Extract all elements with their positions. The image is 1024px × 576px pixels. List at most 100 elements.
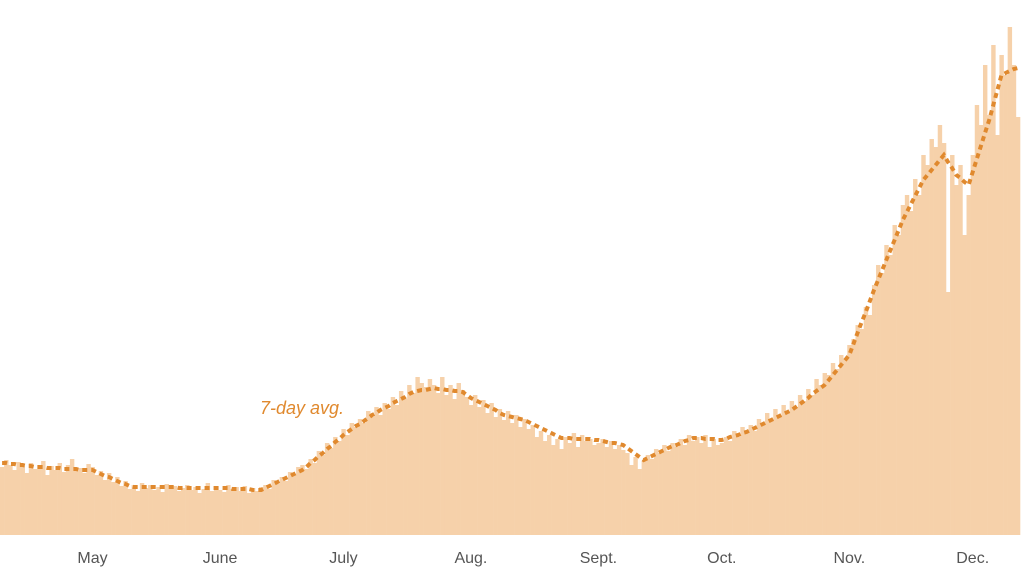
bar [777, 415, 782, 535]
bar [320, 455, 326, 535]
bar [501, 420, 507, 535]
bar [497, 409, 503, 535]
bar [588, 439, 593, 535]
bar [37, 465, 42, 535]
bar [390, 397, 396, 535]
bar [715, 445, 721, 535]
bar [888, 255, 893, 535]
bar [78, 468, 83, 535]
bar [666, 451, 671, 535]
bar [8, 465, 13, 535]
bar [238, 491, 243, 535]
bar [493, 417, 498, 535]
bar [444, 395, 449, 535]
bar [547, 435, 552, 535]
bar [189, 490, 194, 535]
x-tick-label: Dec. [956, 550, 989, 567]
bar [292, 475, 297, 535]
bar [403, 399, 408, 535]
bar [744, 433, 749, 535]
bar [94, 475, 100, 535]
bar [16, 462, 21, 535]
bar [847, 345, 852, 535]
bar [357, 419, 363, 535]
x-tick-label: Nov. [833, 550, 865, 567]
bar [834, 369, 840, 535]
bar [119, 486, 124, 535]
bar [222, 492, 227, 535]
bar [481, 400, 486, 535]
bar [892, 225, 897, 535]
bar [324, 443, 330, 535]
bar [382, 403, 387, 535]
bar [267, 489, 272, 535]
bar [176, 491, 182, 535]
bar [999, 55, 1004, 535]
bar [970, 155, 976, 535]
bar [769, 419, 774, 535]
bar [160, 492, 165, 535]
bar [579, 435, 585, 535]
bar [629, 465, 634, 535]
bar [974, 105, 980, 535]
bar [32, 469, 38, 535]
bar [563, 437, 568, 535]
bar [662, 445, 667, 535]
bar [98, 471, 104, 535]
bar [275, 484, 280, 535]
bar [353, 427, 359, 535]
bar [370, 417, 375, 535]
bar [152, 490, 157, 535]
bar [995, 135, 1000, 535]
x-tick-label: Sept. [580, 550, 617, 567]
bar [641, 461, 647, 535]
bar [925, 165, 930, 535]
bar [756, 419, 762, 535]
bar [530, 425, 535, 535]
bar [448, 385, 453, 535]
bar [884, 245, 889, 535]
bar [242, 486, 248, 535]
bar [115, 477, 120, 535]
bar [168, 489, 174, 535]
x-tick-label: May [77, 550, 107, 567]
bar [255, 491, 260, 535]
bar [612, 449, 618, 535]
bar [468, 405, 474, 535]
bar [839, 355, 844, 535]
bar [843, 359, 848, 535]
bar [1011, 65, 1017, 535]
bar [538, 431, 544, 535]
bar [830, 363, 836, 535]
x-tick-label: June [203, 550, 238, 567]
bar [135, 491, 141, 535]
bar [345, 435, 350, 535]
bar [0, 467, 5, 535]
bar [86, 464, 91, 535]
bar [510, 423, 515, 535]
bar [69, 459, 75, 535]
bar [859, 329, 865, 535]
bar [991, 45, 996, 535]
bar [736, 437, 741, 535]
bar [139, 483, 145, 535]
bar [863, 307, 869, 535]
bar [575, 447, 581, 535]
bar [12, 470, 17, 535]
bar [871, 285, 877, 535]
bar [604, 447, 610, 535]
bar [1007, 27, 1013, 535]
bar [802, 401, 807, 535]
bar [592, 445, 597, 535]
bar [415, 377, 420, 535]
bar [900, 205, 906, 535]
bar [304, 469, 309, 535]
bar [818, 385, 823, 535]
bar [514, 415, 519, 535]
bar [24, 473, 30, 535]
bar [394, 405, 400, 535]
bar [148, 485, 153, 535]
bar [719, 443, 725, 535]
bar [678, 439, 684, 535]
